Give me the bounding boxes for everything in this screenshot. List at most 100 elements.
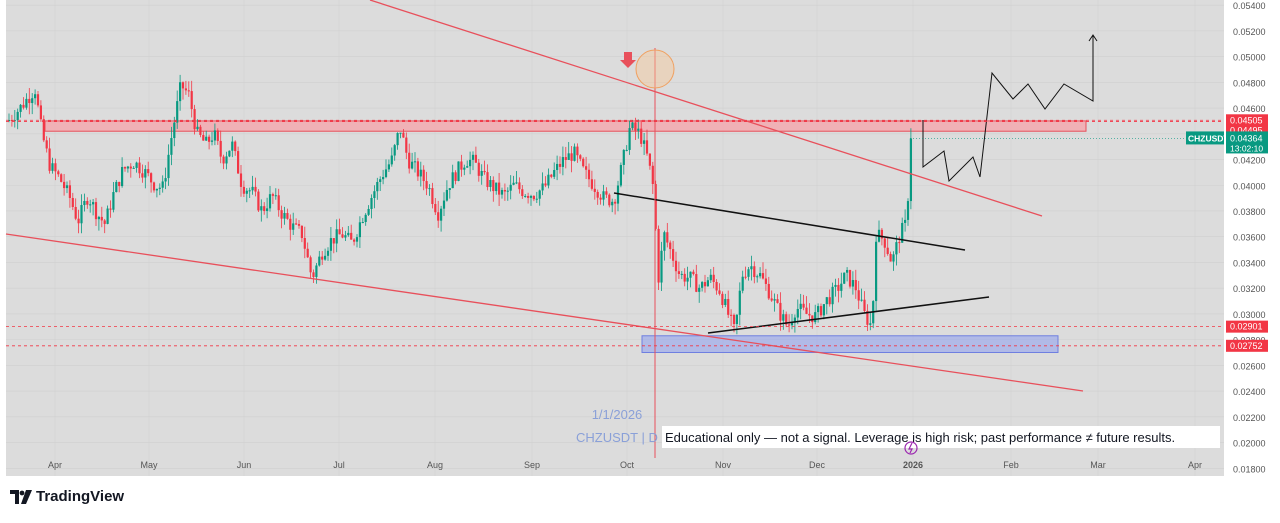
candle	[724, 293, 727, 308]
candle	[521, 185, 524, 199]
current-price-label: 0.04364	[1230, 133, 1263, 143]
candle	[179, 74, 182, 111]
candle-body	[466, 166, 469, 168]
candle	[390, 147, 393, 167]
arrow-down-icon	[620, 52, 636, 68]
candle-body	[628, 128, 631, 150]
candle	[25, 93, 28, 110]
candle	[176, 90, 179, 129]
candle-body	[303, 238, 306, 249]
candle-body	[532, 195, 535, 200]
candle-body	[483, 170, 486, 173]
candle-body	[263, 206, 266, 212]
price-tick-label: 0.02000	[1233, 439, 1266, 449]
candle	[506, 187, 509, 201]
candle-body	[814, 312, 817, 323]
candle	[602, 184, 605, 206]
time-axis[interactable]: Apr May Jun Jul Aug Sep Oct Nov Dec 2026 Feb Mar Apr	[48, 460, 1202, 470]
candle-body	[828, 297, 831, 305]
candle	[767, 276, 770, 301]
candle	[727, 290, 730, 318]
tradingview-icon	[10, 489, 32, 504]
candle-body	[585, 166, 588, 170]
candle-body	[74, 206, 77, 219]
candle	[36, 90, 40, 108]
candle-body	[796, 308, 799, 318]
candle-body	[115, 181, 118, 193]
candle-body	[126, 166, 129, 169]
candle	[367, 205, 370, 217]
candle-body	[599, 197, 602, 200]
candle	[547, 168, 550, 189]
candle-body	[83, 200, 86, 206]
candle-body	[422, 169, 425, 182]
candle-body	[106, 208, 109, 224]
candle-body	[205, 136, 208, 141]
candle-body	[802, 303, 805, 308]
candle-body	[71, 197, 74, 207]
candle-body	[495, 182, 498, 192]
candle	[373, 185, 376, 209]
candle-body	[373, 191, 376, 198]
candle	[413, 152, 417, 173]
candle	[448, 187, 451, 199]
candle-body	[683, 273, 686, 282]
candle-body	[344, 235, 347, 238]
candle-body	[770, 298, 773, 301]
candle-body	[596, 191, 599, 198]
candle	[689, 271, 692, 288]
candle	[541, 172, 544, 196]
candle	[863, 291, 866, 314]
lightning-icon[interactable]	[904, 441, 918, 455]
candle	[170, 126, 173, 166]
price-axis-background	[1224, 0, 1280, 476]
candle	[819, 303, 823, 318]
candle-body	[94, 202, 98, 220]
candle	[28, 88, 31, 115]
candle	[34, 89, 37, 105]
candle	[376, 177, 379, 200]
candle-body	[187, 90, 190, 92]
candle	[840, 272, 843, 298]
candle	[94, 197, 98, 226]
candle-body	[643, 140, 646, 144]
candle	[63, 174, 66, 196]
price-axis[interactable]: 0.018000.020000.022000.024000.026000.028…	[1186, 1, 1268, 474]
candle	[109, 200, 112, 218]
candle	[315, 262, 318, 284]
candle	[785, 311, 788, 328]
candle-body	[390, 155, 393, 165]
candle	[277, 188, 280, 217]
candle	[576, 143, 579, 163]
candle-body	[680, 273, 683, 275]
candle-body	[761, 273, 765, 279]
candle	[181, 81, 185, 100]
candle	[425, 171, 428, 196]
candle-body	[477, 162, 480, 176]
candle-body	[529, 195, 533, 198]
candle-body	[199, 126, 202, 135]
tradingview-logo[interactable]: TradingView	[10, 488, 124, 505]
candle	[260, 199, 263, 222]
symbol-watermark: CHZUSDT | D	[576, 430, 658, 445]
candle-body	[492, 179, 495, 192]
candle	[776, 294, 779, 304]
candle	[596, 189, 599, 205]
price-level-label: 0.02901	[1230, 322, 1263, 332]
candle	[164, 167, 167, 190]
candle	[718, 283, 721, 296]
candle	[611, 198, 614, 213]
candle	[698, 284, 701, 303]
candle	[747, 266, 750, 281]
candle-body	[51, 163, 54, 171]
candle	[408, 143, 411, 174]
candle-body	[411, 161, 414, 169]
candle	[486, 164, 489, 191]
candle-body	[193, 109, 196, 130]
candle	[242, 180, 245, 197]
candle	[271, 192, 274, 205]
candle-body	[474, 154, 477, 163]
candle	[480, 164, 483, 185]
